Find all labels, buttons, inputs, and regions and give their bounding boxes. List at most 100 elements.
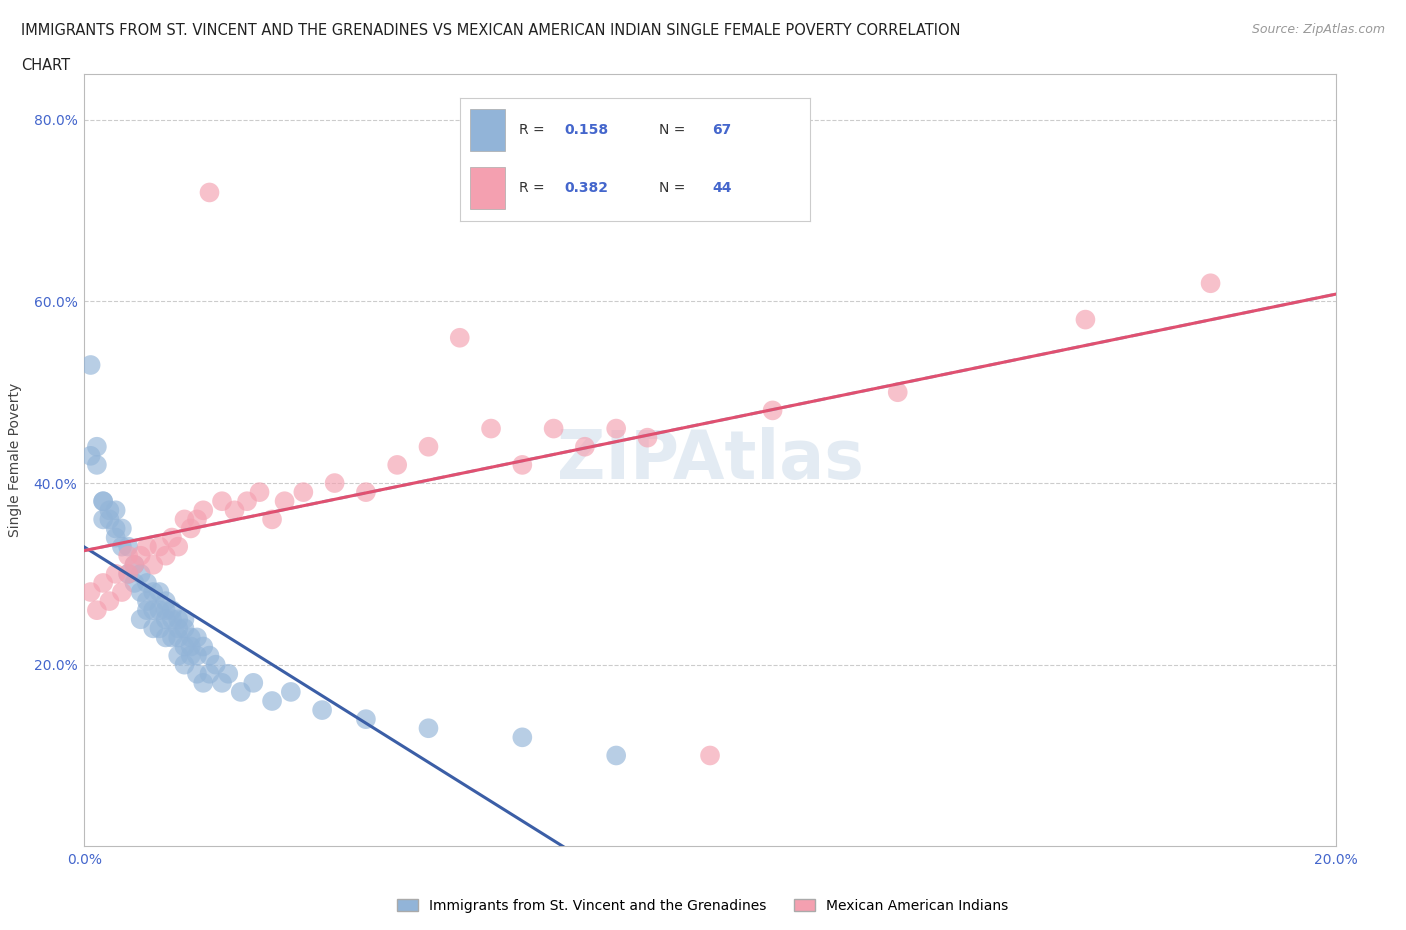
Point: [574, 439, 596, 454]
Point: [117, 566, 139, 581]
Point: [86, 458, 108, 472]
Point: [136, 576, 159, 591]
Point: [129, 549, 152, 564]
Point: [98, 503, 121, 518]
Point: [79, 585, 101, 600]
Point: [117, 539, 139, 554]
Point: [198, 185, 221, 200]
Point: [104, 503, 127, 518]
Point: [167, 612, 190, 627]
Point: [262, 512, 284, 526]
Point: [155, 630, 177, 644]
Point: [193, 639, 215, 654]
Point: [124, 557, 146, 572]
Point: [1199, 276, 1222, 291]
Point: [111, 539, 134, 554]
Point: [148, 539, 170, 554]
Point: [186, 512, 208, 526]
Point: [605, 748, 627, 763]
Point: [167, 621, 190, 636]
Point: [242, 675, 264, 690]
Point: [167, 539, 190, 554]
Text: CHART: CHART: [21, 58, 70, 73]
Point: [111, 521, 134, 536]
Point: [762, 403, 785, 418]
Point: [173, 658, 195, 672]
Point: [155, 603, 177, 618]
Point: [98, 512, 121, 526]
Point: [173, 639, 195, 654]
Point: [236, 494, 259, 509]
Point: [204, 658, 226, 672]
Point: [217, 666, 239, 681]
Point: [142, 585, 165, 600]
Point: [104, 566, 127, 581]
Point: [311, 703, 333, 718]
Point: [479, 421, 502, 436]
Point: [173, 512, 195, 526]
Point: [111, 585, 134, 600]
Point: [136, 593, 159, 608]
Point: [142, 557, 165, 572]
Point: [142, 621, 165, 636]
Point: [280, 684, 302, 699]
Point: [124, 576, 146, 591]
Point: [86, 603, 108, 618]
Point: [354, 711, 377, 726]
Point: [605, 421, 627, 436]
Point: [129, 566, 152, 581]
Point: [173, 612, 195, 627]
Point: [198, 666, 221, 681]
Point: [129, 612, 152, 627]
Point: [229, 684, 252, 699]
Point: [136, 539, 159, 554]
Point: [148, 585, 170, 600]
Point: [91, 576, 114, 591]
Point: [323, 475, 346, 490]
Point: [167, 648, 190, 663]
Point: [160, 603, 183, 618]
Point: [91, 494, 114, 509]
Text: Source: ZipAtlas.com: Source: ZipAtlas.com: [1251, 23, 1385, 36]
Point: [193, 503, 215, 518]
Point: [249, 485, 271, 499]
Point: [160, 530, 183, 545]
Point: [180, 630, 202, 644]
Point: [117, 549, 139, 564]
Point: [186, 630, 208, 644]
Point: [79, 448, 101, 463]
Point: [385, 458, 409, 472]
Point: [292, 485, 315, 499]
Point: [117, 566, 139, 581]
Point: [79, 357, 101, 372]
Point: [91, 512, 114, 526]
Legend: Immigrants from St. Vincent and the Grenadines, Mexican American Indians: Immigrants from St. Vincent and the Gren…: [392, 894, 1014, 919]
Point: [124, 557, 146, 572]
Point: [418, 439, 440, 454]
Point: [148, 603, 170, 618]
Point: [91, 494, 114, 509]
Point: [160, 612, 183, 627]
Point: [418, 721, 440, 736]
Point: [180, 639, 202, 654]
Point: [512, 458, 534, 472]
Point: [262, 694, 284, 709]
Point: [273, 494, 295, 509]
Text: IMMIGRANTS FROM ST. VINCENT AND THE GRENADINES VS MEXICAN AMERICAN INDIAN SINGLE: IMMIGRANTS FROM ST. VINCENT AND THE GREN…: [21, 23, 960, 38]
Point: [173, 621, 195, 636]
Point: [98, 593, 121, 608]
Point: [180, 648, 202, 663]
Point: [142, 603, 165, 618]
Point: [1074, 312, 1097, 327]
Point: [186, 666, 208, 681]
Point: [354, 485, 377, 499]
Y-axis label: Single Female Poverty: Single Female Poverty: [8, 383, 22, 538]
Point: [449, 330, 471, 345]
Text: ZIPAtlas: ZIPAtlas: [557, 428, 863, 493]
Point: [193, 675, 215, 690]
Point: [136, 603, 159, 618]
Point: [198, 648, 221, 663]
Point: [186, 648, 208, 663]
Point: [104, 530, 127, 545]
Point: [104, 521, 127, 536]
